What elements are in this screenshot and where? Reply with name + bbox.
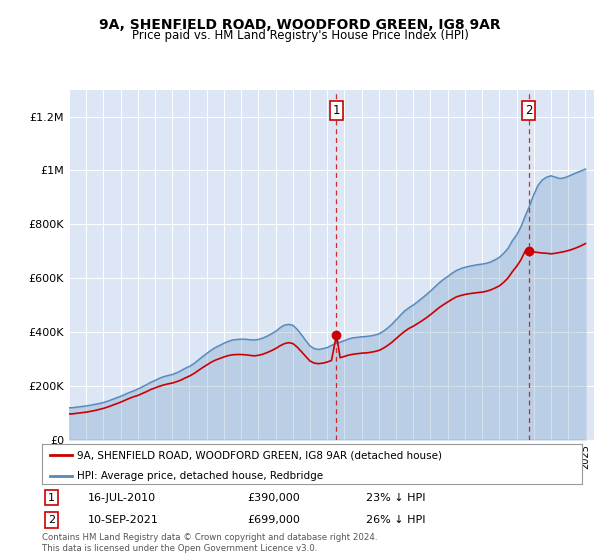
Text: 23% ↓ HPI: 23% ↓ HPI	[366, 493, 425, 503]
Text: £699,000: £699,000	[247, 515, 300, 525]
Text: 1: 1	[48, 493, 55, 503]
Text: 9A, SHENFIELD ROAD, WOODFORD GREEN, IG8 9AR (detached house): 9A, SHENFIELD ROAD, WOODFORD GREEN, IG8 …	[77, 450, 442, 460]
Text: 10-SEP-2021: 10-SEP-2021	[88, 515, 159, 525]
Text: £390,000: £390,000	[247, 493, 300, 503]
Text: 2: 2	[48, 515, 55, 525]
Text: Contains HM Land Registry data © Crown copyright and database right 2024.
This d: Contains HM Land Registry data © Crown c…	[42, 533, 377, 553]
Text: 1: 1	[333, 104, 340, 117]
Text: Price paid vs. HM Land Registry's House Price Index (HPI): Price paid vs. HM Land Registry's House …	[131, 29, 469, 42]
Text: 9A, SHENFIELD ROAD, WOODFORD GREEN, IG8 9AR: 9A, SHENFIELD ROAD, WOODFORD GREEN, IG8 …	[99, 18, 501, 32]
Text: 2: 2	[525, 104, 533, 117]
Text: 26% ↓ HPI: 26% ↓ HPI	[366, 515, 425, 525]
Text: 16-JUL-2010: 16-JUL-2010	[88, 493, 156, 503]
Text: HPI: Average price, detached house, Redbridge: HPI: Average price, detached house, Redb…	[77, 470, 323, 480]
